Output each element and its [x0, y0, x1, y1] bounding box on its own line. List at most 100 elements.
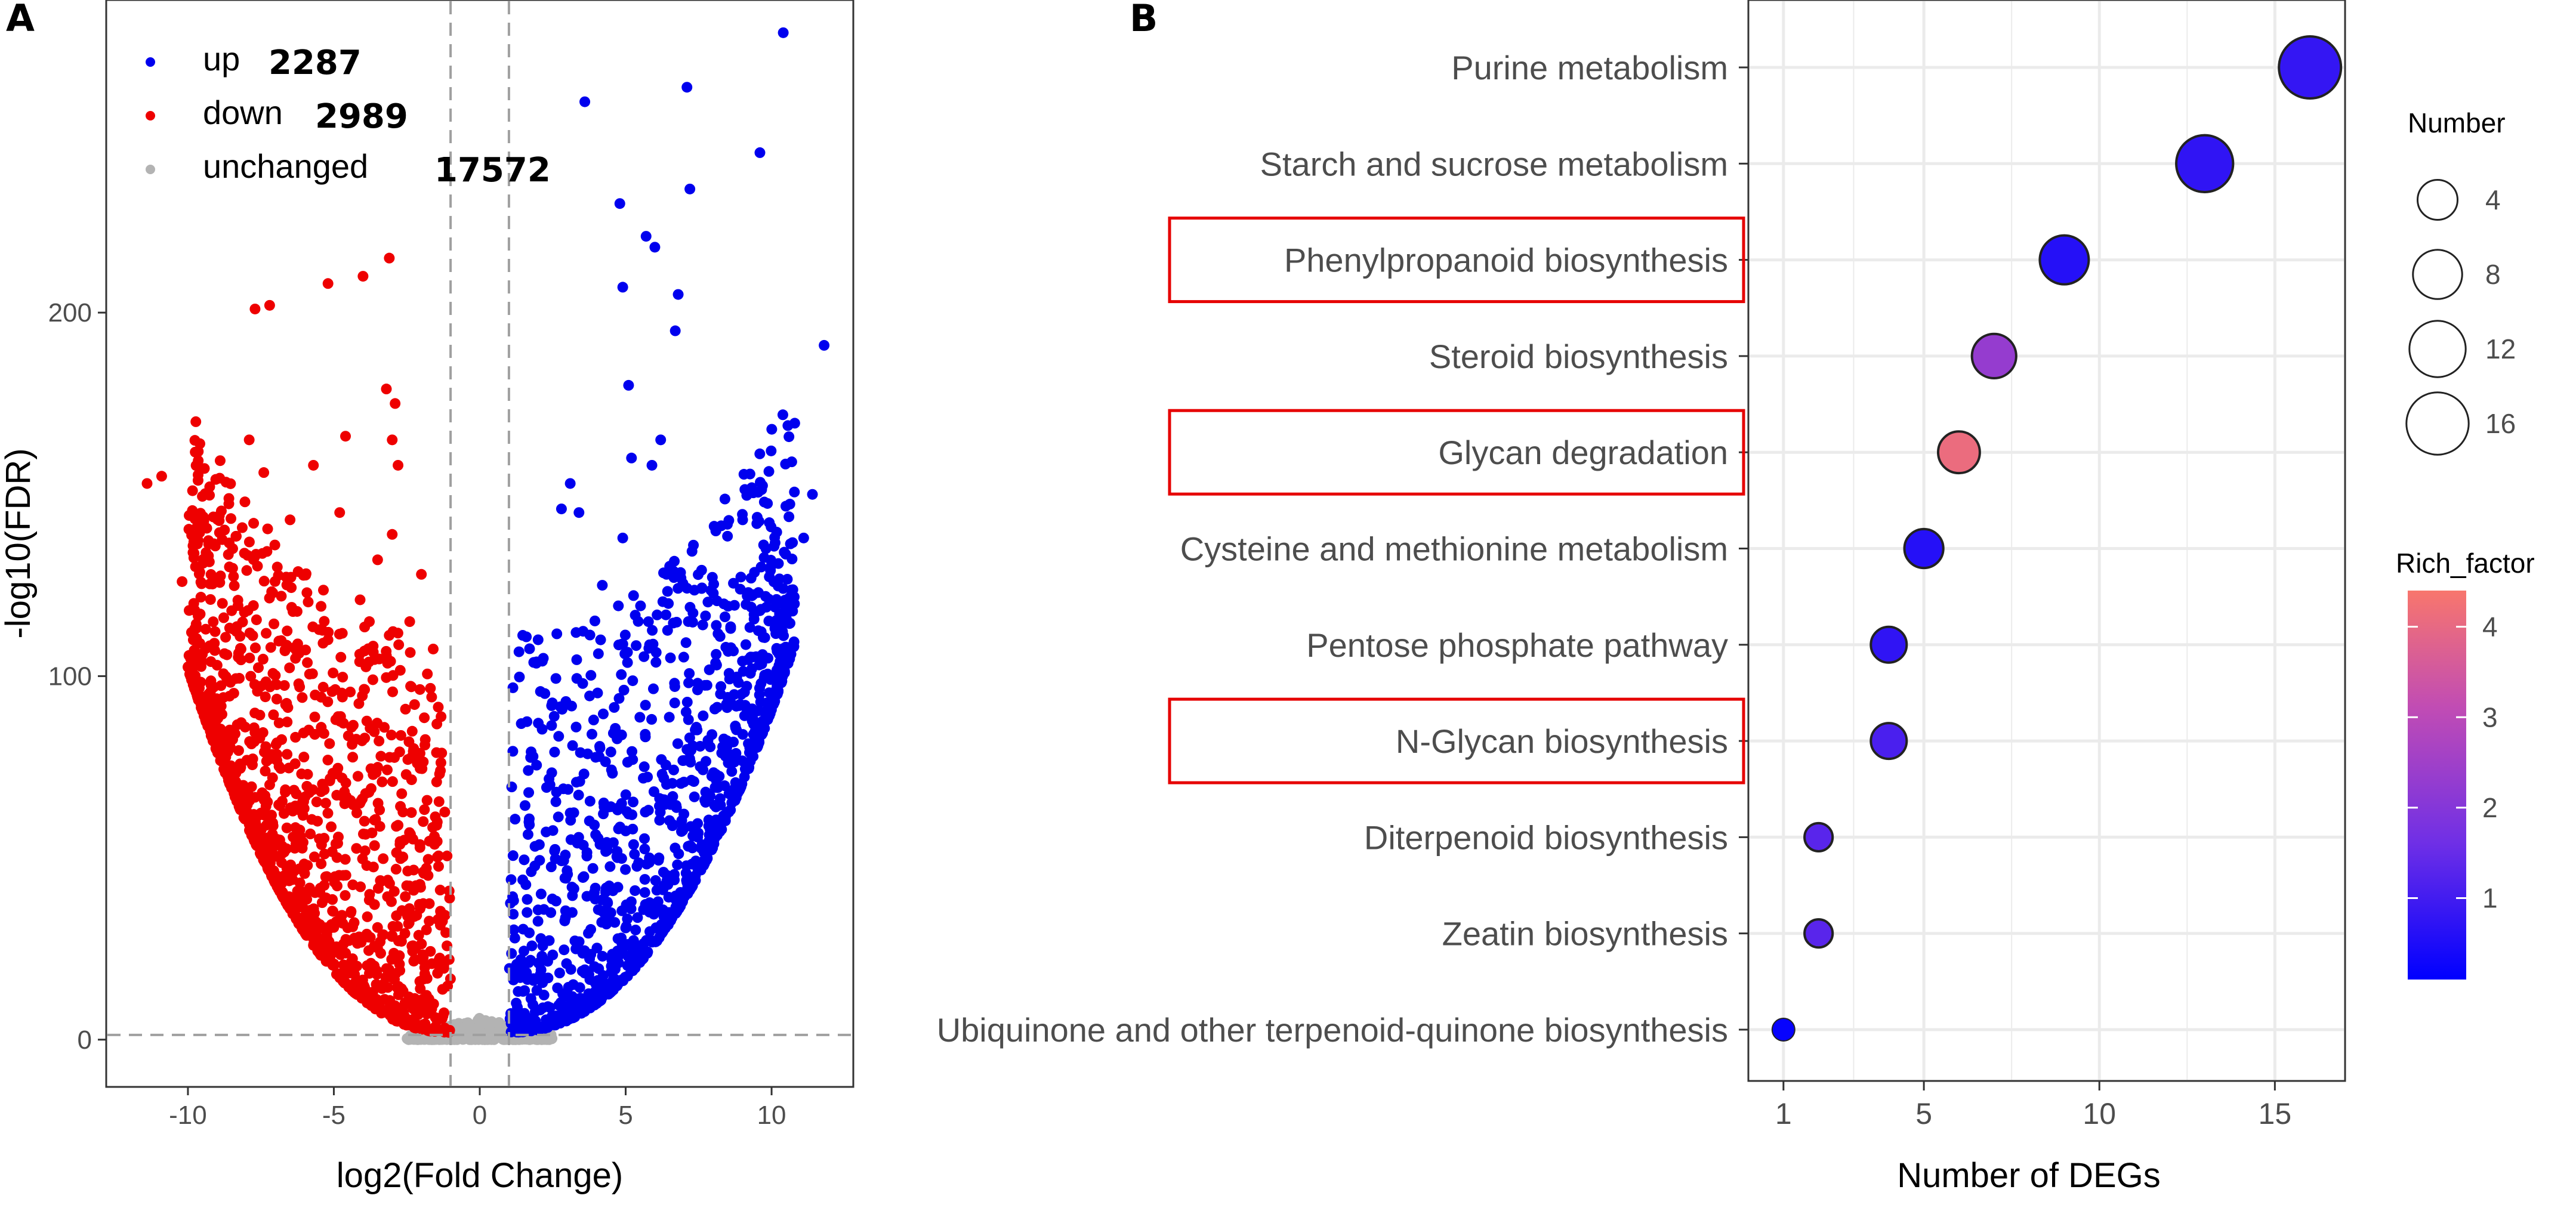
down-point — [227, 563, 238, 574]
up-point — [606, 966, 617, 978]
up-point — [653, 855, 664, 866]
up-point — [665, 799, 676, 810]
down-point — [209, 638, 220, 649]
down-point — [414, 898, 425, 910]
down-point — [273, 717, 285, 728]
up-point — [519, 854, 530, 866]
down-point — [390, 864, 402, 875]
down-point — [251, 614, 262, 625]
down-point — [355, 881, 366, 892]
down-point — [345, 686, 356, 697]
up-point — [620, 789, 631, 801]
up-outlier-point — [564, 478, 576, 489]
down-point — [241, 565, 252, 576]
up-point — [590, 752, 601, 763]
down-point — [245, 671, 257, 682]
up-point — [522, 829, 533, 840]
up-point — [732, 787, 744, 799]
volcano-points — [141, 27, 830, 1045]
down-point — [218, 668, 229, 679]
up-point — [630, 924, 641, 935]
up-point — [774, 573, 785, 585]
dot-plot-x-tick-label: 15 — [2259, 1097, 2292, 1130]
up-point — [567, 740, 578, 751]
up-point — [686, 878, 698, 889]
up-point — [779, 595, 791, 606]
down-point — [331, 880, 343, 892]
pathway-label: Zeatin biosynthesis — [1442, 915, 1728, 953]
up-point — [517, 985, 529, 997]
down-point — [317, 681, 329, 693]
up-point — [684, 668, 695, 679]
up-point — [749, 567, 760, 578]
up-point — [654, 814, 665, 826]
up-point — [633, 616, 644, 627]
down-point — [403, 918, 414, 929]
up-point — [612, 846, 623, 857]
up-point — [785, 538, 796, 549]
up-point — [683, 714, 694, 725]
up-point — [604, 861, 616, 872]
down-point — [322, 696, 334, 708]
up-point — [547, 893, 558, 904]
down-point — [394, 959, 405, 970]
down-outlier-point — [226, 605, 237, 616]
down-point — [324, 738, 335, 749]
down-point — [310, 689, 321, 700]
down-point — [359, 622, 371, 633]
up-point — [607, 837, 619, 848]
down-point — [255, 681, 267, 692]
up-point — [789, 486, 800, 498]
down-point — [301, 930, 312, 941]
down-outlier-point — [141, 478, 153, 489]
up-point — [782, 420, 794, 431]
down-point — [299, 868, 310, 879]
down-point — [294, 681, 306, 693]
down-point — [404, 903, 415, 915]
color-legend-title: Rich_factor — [2396, 548, 2535, 579]
up-point — [582, 748, 593, 759]
up-point — [625, 903, 637, 915]
down-point — [433, 954, 445, 965]
down-point — [414, 684, 425, 695]
down-point — [360, 659, 371, 671]
down-point — [200, 547, 212, 558]
up-point — [699, 795, 711, 806]
down-point — [413, 929, 424, 941]
up-outlier-point — [573, 507, 585, 518]
size-legend-key — [2412, 249, 2463, 300]
up-point — [508, 974, 519, 985]
down-point — [359, 815, 370, 827]
volcano-x-tick-label: 5 — [618, 1101, 633, 1130]
down-point — [193, 569, 205, 580]
up-point — [678, 776, 690, 787]
up-point — [632, 912, 643, 923]
down-point — [284, 662, 295, 673]
down-point — [328, 906, 339, 917]
up-point — [553, 999, 564, 1011]
down-point — [409, 699, 420, 710]
up-point — [687, 830, 699, 842]
up-point — [786, 456, 797, 468]
up-point — [622, 913, 633, 925]
down-point — [378, 978, 389, 990]
down-point — [203, 716, 214, 728]
down-point — [427, 822, 439, 833]
up-point — [787, 605, 798, 617]
down-point — [347, 799, 359, 811]
up-point — [769, 532, 780, 543]
down-point — [419, 734, 431, 745]
down-point — [419, 804, 430, 815]
pathway-dot — [1970, 332, 2017, 380]
up-point — [522, 894, 533, 905]
down-point — [331, 941, 342, 953]
up-point — [665, 652, 676, 663]
up-point — [724, 673, 735, 685]
down-point — [267, 668, 279, 679]
down-point — [265, 642, 276, 653]
up-outlier-point — [672, 289, 684, 300]
down-point — [359, 645, 370, 657]
down-point — [277, 848, 288, 859]
up-point — [627, 675, 638, 687]
